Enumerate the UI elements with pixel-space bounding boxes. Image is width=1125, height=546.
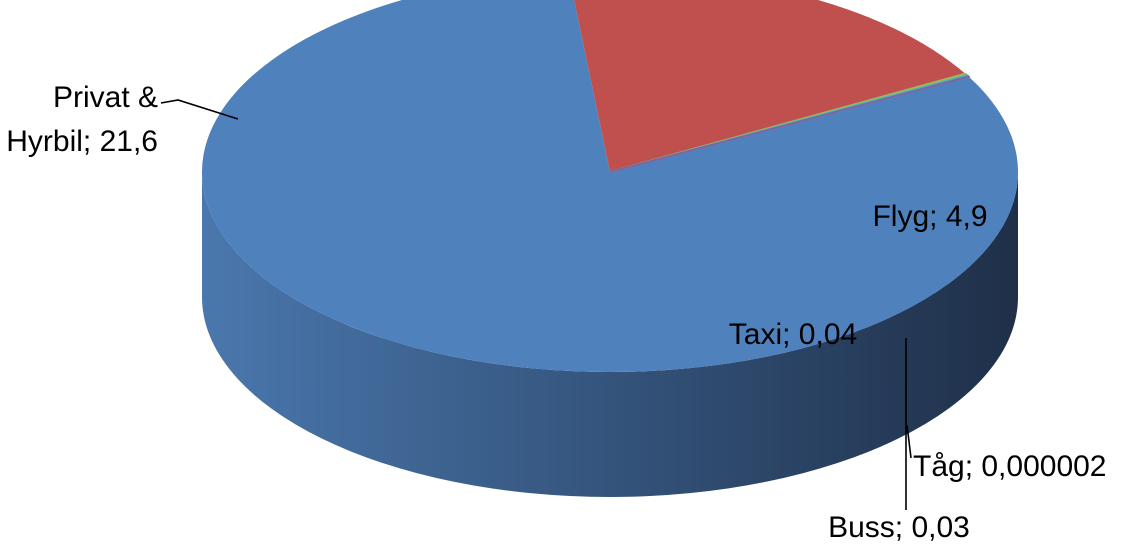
data-label-line: Privat & bbox=[53, 81, 158, 114]
slice-side-privat-hyrbil bbox=[202, 172, 1018, 497]
data-label-line: Tåg; 0,000002 bbox=[913, 450, 1107, 483]
data-label-line: Flyg; 4,9 bbox=[872, 200, 987, 233]
pie-tops bbox=[202, 0, 1018, 372]
data-label-buss: Buss; 0,03 bbox=[828, 511, 970, 544]
pie-sides bbox=[202, 172, 1018, 497]
data-label-line: Hyrbil; 21,6 bbox=[6, 125, 158, 158]
data-label-taxi: Taxi; 0,04 bbox=[729, 318, 857, 351]
data-label-t-g: Tåg; 0,000002 bbox=[913, 450, 1107, 483]
data-label-line: Taxi; 0,04 bbox=[729, 318, 857, 351]
slice-privat-hyrbil bbox=[202, 0, 1018, 372]
data-label-flyg: Flyg; 4,9 bbox=[872, 200, 987, 233]
leader-line-privat-hyrbil bbox=[160, 99, 239, 120]
slice-t-g bbox=[609, 75, 969, 173]
data-label-privat-hyrbil: Privat & Hyrbil; 21,6 bbox=[6, 81, 158, 158]
slice-flyg bbox=[574, 0, 966, 172]
pie-labels: Privat & Hyrbil; 21,6 Flyg; 4,9 Taxi; 0,04 B… bbox=[6, 81, 1106, 544]
data-label-line: Buss; 0,03 bbox=[828, 511, 970, 544]
leader-line-t-g bbox=[906, 424, 912, 459]
